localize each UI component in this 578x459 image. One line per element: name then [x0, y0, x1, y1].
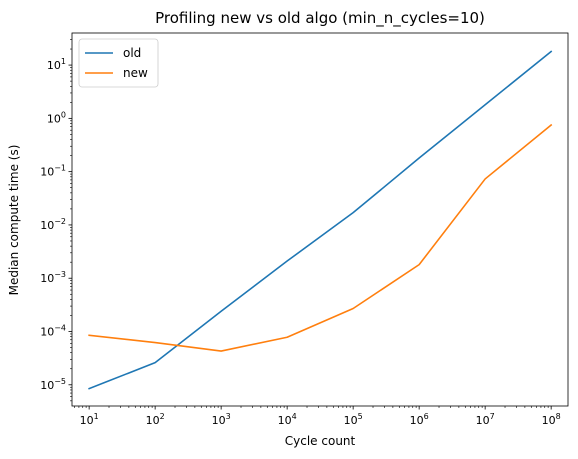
plot-frame	[71, 32, 569, 407]
tick-exponent: 7	[490, 412, 495, 421]
x-tick-label: 106	[410, 412, 429, 427]
tick-exponent: 3	[226, 412, 231, 421]
tick-base: 10	[212, 414, 226, 427]
tick-base: 10	[40, 272, 54, 285]
tick-base: 10	[47, 112, 61, 125]
tick-base: 10	[40, 326, 54, 339]
series-line-new	[88, 123, 553, 352]
tick-base: 10	[80, 414, 94, 427]
legend-label-new: new	[123, 66, 148, 80]
plot-area: 101 102 103 104 105 106 107 10810−510−410−310−2…	[40, 32, 569, 427]
tick-base: 10	[40, 379, 54, 392]
tick-exponent: 6	[424, 412, 429, 421]
tick-exponent: −3	[54, 270, 66, 279]
x-tick-label: 105	[344, 412, 363, 427]
y-axis-label: Median compute time (s)	[7, 145, 21, 296]
y-tick-label: 100	[47, 110, 66, 125]
tick-base: 10	[542, 414, 556, 427]
tick-exponent: −5	[54, 377, 66, 386]
x-tick-label: 101	[80, 412, 99, 427]
tick-exponent: 1	[61, 57, 66, 66]
y-tick-label: 10−3	[40, 270, 66, 285]
x-tick-label: 104	[278, 412, 297, 427]
tick-exponent: 4	[292, 412, 297, 421]
tick-exponent: 1	[94, 412, 99, 421]
y-tick-label: 10−1	[40, 164, 66, 179]
y-tick-label: 101	[47, 57, 66, 72]
legend-box	[78, 38, 159, 88]
legend-label-old: old	[123, 46, 141, 60]
tick-base: 10	[146, 414, 160, 427]
x-tick-label: 103	[212, 412, 231, 427]
tick-base: 10	[476, 414, 490, 427]
legend: old new	[78, 38, 159, 88]
tick-exponent: −1	[54, 164, 66, 173]
tick-base: 10	[40, 219, 54, 232]
tick-exponent: 5	[358, 412, 363, 421]
tick-exponent: 0	[61, 110, 66, 119]
series-line-old	[88, 50, 553, 390]
tick-base: 10	[344, 414, 358, 427]
y-tick-label: 10−2	[40, 217, 66, 232]
x-tick-label: 107	[476, 412, 495, 427]
y-tick-label: 10−5	[40, 377, 66, 392]
tick-exponent: −2	[54, 217, 66, 226]
tick-base: 10	[47, 59, 61, 72]
tick-exponent: 8	[556, 412, 561, 421]
tick-base: 10	[410, 414, 424, 427]
x-axis-label: Cycle count	[285, 434, 356, 448]
x-tick-label: 102	[146, 412, 165, 427]
x-tick-label: 108	[542, 412, 561, 427]
tick-exponent: −4	[54, 324, 66, 333]
tick-base: 10	[40, 166, 54, 179]
tick-exponent: 2	[160, 412, 165, 421]
chart-title: Profiling new vs old algo (min_n_cycles=…	[155, 9, 485, 28]
tick-base: 10	[278, 414, 292, 427]
y-tick-label: 10−4	[40, 324, 66, 339]
